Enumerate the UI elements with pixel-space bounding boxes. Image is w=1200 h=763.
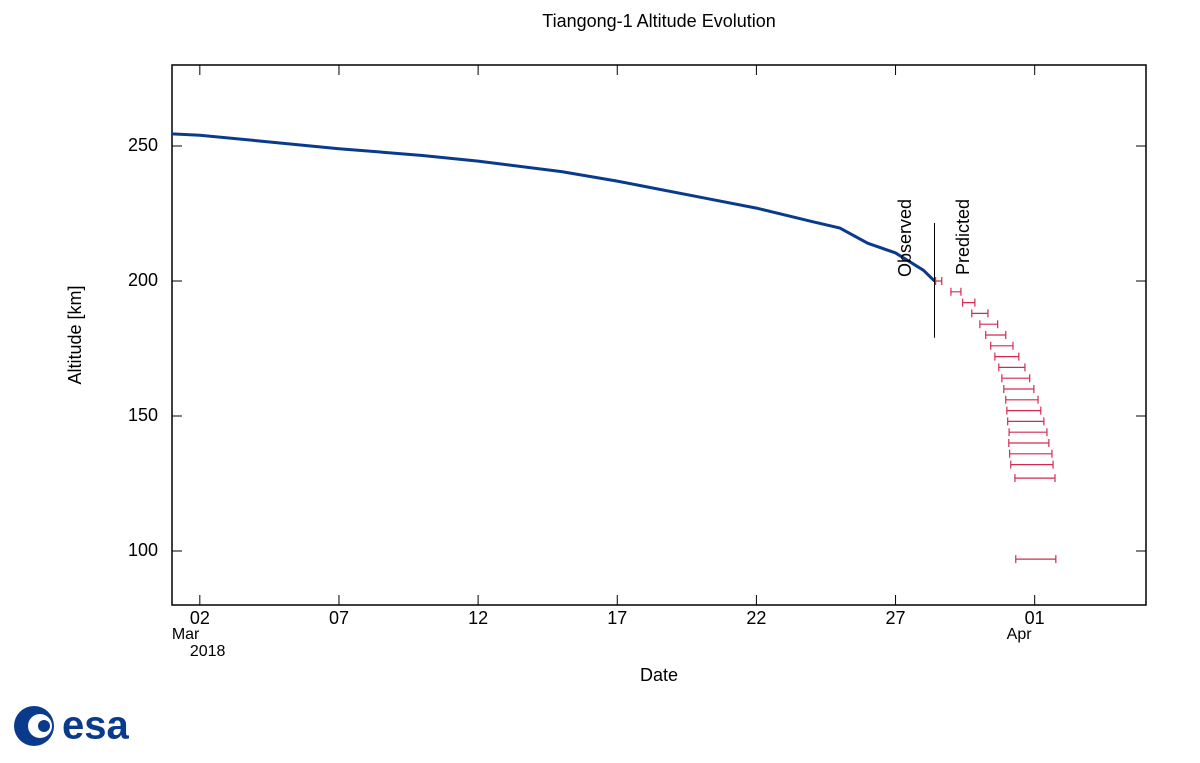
x-axis-label: Date bbox=[640, 665, 678, 685]
logo-text: esa bbox=[62, 704, 129, 748]
prediction-error-bar bbox=[998, 363, 1026, 372]
plot-frame bbox=[171, 64, 1147, 606]
esa-logo: esa bbox=[14, 704, 129, 748]
prediction-error-bar bbox=[1003, 385, 1035, 393]
prediction-error-bar bbox=[985, 331, 1007, 339]
x-tick-label: 27 bbox=[886, 608, 906, 628]
prediction-error-bar bbox=[1005, 395, 1039, 404]
y-tick-label: 200 bbox=[128, 270, 158, 290]
x-tick-label: 22 bbox=[746, 608, 766, 628]
x-tick-sublabel: Mar bbox=[172, 626, 200, 643]
x-tick-sublabel: 2018 bbox=[190, 643, 226, 660]
y-tick-label: 100 bbox=[128, 540, 158, 560]
prediction-error-bar bbox=[1006, 406, 1042, 415]
prediction-error-bar bbox=[1014, 474, 1056, 483]
divider-label: Observed bbox=[895, 199, 915, 277]
y-tick-label: 150 bbox=[128, 405, 158, 425]
x-tick-label: 12 bbox=[468, 608, 488, 628]
x-tick-label: 17 bbox=[607, 608, 627, 628]
x-tick-label: 02 bbox=[190, 608, 210, 628]
y-tick-label: 250 bbox=[128, 135, 158, 155]
prediction-error-bar bbox=[1015, 555, 1057, 564]
chart-title: Tiangong-1 Altitude Evolution bbox=[542, 11, 776, 31]
y-axis-label: Altitude [km] bbox=[65, 285, 85, 384]
prediction-error-bar bbox=[1008, 439, 1050, 447]
divider-label: Predicted bbox=[953, 199, 973, 275]
prediction-error-bar bbox=[979, 320, 999, 329]
x-tick-label: 01 bbox=[1025, 608, 1045, 628]
prediction-error-bar bbox=[971, 309, 989, 318]
logo-icon-dot bbox=[38, 720, 50, 732]
prediction-error-bar bbox=[962, 298, 976, 307]
observed-line bbox=[171, 132, 936, 283]
prediction-error-bar bbox=[1001, 374, 1031, 383]
prediction-error-bar bbox=[1010, 460, 1054, 469]
x-tick-label: 07 bbox=[329, 608, 349, 628]
prediction-error-bar bbox=[1009, 449, 1053, 458]
prediction-error-bar bbox=[990, 341, 1014, 350]
prediction-error-bar bbox=[1008, 428, 1048, 437]
prediction-error-bar bbox=[1007, 417, 1045, 426]
prediction-error-bar bbox=[935, 277, 943, 285]
prediction-error-bar bbox=[994, 352, 1020, 361]
x-tick-sublabel: Apr bbox=[1007, 626, 1033, 643]
prediction-error-bar bbox=[950, 287, 962, 296]
